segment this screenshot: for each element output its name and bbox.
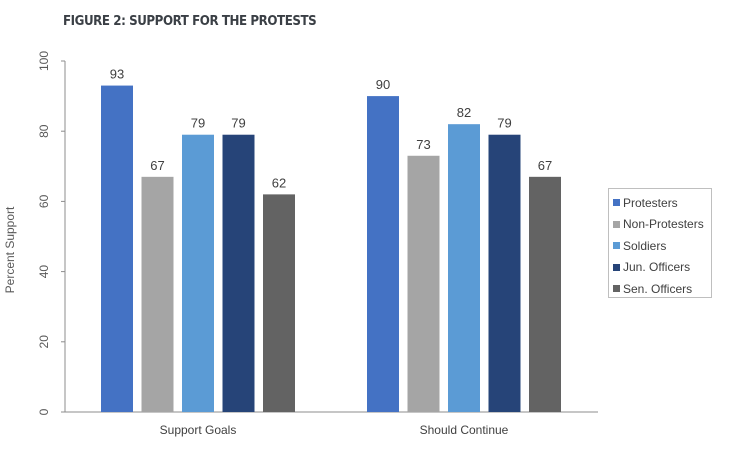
data-label: 67 xyxy=(538,158,552,173)
legend: Protesters Non-Protesters Soldiers Jun. Off… xyxy=(608,188,712,298)
legend-item: Sen. Officers xyxy=(613,278,711,300)
bar-non-protesters-0 xyxy=(141,176,174,412)
bar-non-protesters-1 xyxy=(407,155,440,412)
bar-sen-officers-0 xyxy=(263,194,295,412)
data-label: 67 xyxy=(150,158,164,173)
bar-soldiers-1 xyxy=(448,124,480,413)
data-label: 79 xyxy=(497,116,511,131)
bar-jun-officers-0 xyxy=(222,134,255,412)
bar-protesters-1 xyxy=(367,96,399,412)
legend-label: Sen. Officers xyxy=(623,281,693,296)
bar-soldiers-0 xyxy=(182,134,214,412)
legend-swatch xyxy=(613,220,620,228)
legend-label: Non-Protesters xyxy=(623,217,704,232)
y-tick-label: 0 xyxy=(37,408,51,415)
legend-item: Jun. Officers xyxy=(613,257,711,279)
legend-label: Jun. Officers xyxy=(623,260,691,275)
legend-swatch xyxy=(613,199,620,207)
chart-title: FIGURE 2: SUPPORT FOR THE PROTESTS xyxy=(63,13,317,29)
y-tick-label: 40 xyxy=(37,265,51,279)
data-label: 62 xyxy=(272,175,286,190)
data-label: 93 xyxy=(110,67,124,82)
y-tick-label: 100 xyxy=(37,51,51,71)
category-label: Should Continue xyxy=(420,423,509,437)
bar-protesters-0 xyxy=(101,85,133,412)
y-axis-title: Percent Support xyxy=(3,206,17,293)
legend-item: Non-Protesters xyxy=(613,214,711,236)
legend-swatch xyxy=(613,242,620,250)
legend-swatch xyxy=(613,263,620,271)
data-label: 90 xyxy=(376,77,390,92)
y-tick-label: 60 xyxy=(37,194,51,208)
bar-sen-officers-1 xyxy=(529,176,561,412)
legend-item: Protesters xyxy=(613,192,711,214)
data-label: 73 xyxy=(416,137,430,152)
data-label: 79 xyxy=(191,116,205,131)
data-label: 82 xyxy=(457,105,471,120)
legend-item: Soldiers xyxy=(613,235,711,257)
y-tick-label: 80 xyxy=(37,124,51,138)
bar-jun-officers-1 xyxy=(488,134,521,412)
legend-label: Soldiers xyxy=(623,238,667,253)
legend-label: Protesters xyxy=(623,195,678,210)
y-tick-label: 20 xyxy=(37,335,51,349)
category-label: Support Goals xyxy=(160,423,237,437)
legend-swatch xyxy=(613,285,620,293)
data-label: 79 xyxy=(231,116,245,131)
